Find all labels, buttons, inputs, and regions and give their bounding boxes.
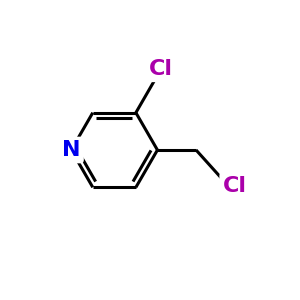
Text: Cl: Cl <box>149 59 173 79</box>
Text: N: N <box>62 140 80 160</box>
Text: Cl: Cl <box>223 176 247 196</box>
